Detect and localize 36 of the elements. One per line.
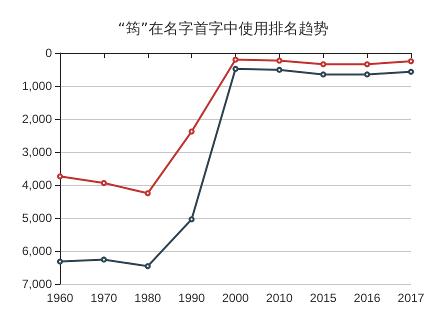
point [276, 58, 282, 64]
chart-title: “筠”在名字首字中使用排名趋势 [118, 20, 328, 38]
x-tick-label: 2017 [398, 291, 425, 305]
point [144, 190, 151, 196]
x-tick-label: 1990 [178, 291, 206, 305]
point [320, 71, 326, 78]
x-tick-label: 1980 [134, 291, 162, 305]
point [232, 56, 238, 63]
point [57, 173, 63, 180]
y-tick-label: 3,000 [22, 145, 52, 159]
point [100, 256, 107, 263]
y-tick-label: 7,000 [22, 277, 52, 291]
x-tick-label: 2000 [222, 291, 250, 305]
point [364, 61, 370, 68]
point [144, 263, 151, 270]
y-tick-label: 2,000 [22, 112, 52, 126]
x-tick-label: 1960 [46, 291, 74, 305]
point [276, 66, 282, 73]
x-tick-label: 2015 [310, 291, 337, 305]
point [408, 58, 414, 64]
point [188, 216, 195, 222]
y-tick-label: 4,000 [22, 178, 52, 192]
point [320, 61, 326, 68]
point [188, 128, 195, 135]
point [57, 258, 63, 265]
point [408, 68, 414, 75]
x-tick-label: 2010 [266, 291, 294, 305]
y-tick-label: 1,000 [22, 79, 52, 93]
x-tick-label: 2016 [354, 291, 381, 305]
x-tick-label: 1970 [90, 291, 118, 305]
y-tick-label: 5,000 [22, 211, 52, 225]
point [100, 180, 107, 186]
y-tick-label: 0 [45, 46, 52, 60]
point [232, 66, 238, 72]
y-tick-label: 6,000 [22, 244, 52, 258]
point [364, 71, 370, 78]
